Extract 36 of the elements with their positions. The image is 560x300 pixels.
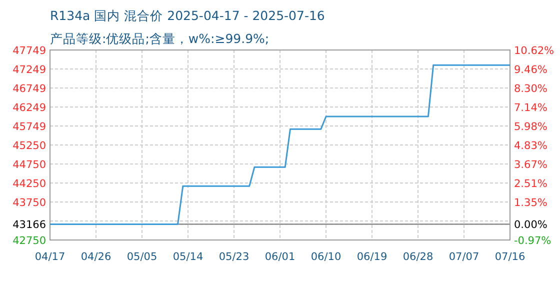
y2-tick-label: 0.00% [514, 219, 548, 232]
x-tick-label: 07/16 [494, 251, 526, 263]
x-tick-label: 05/23 [218, 251, 250, 263]
y2-tick-label: 10.62% [514, 45, 554, 57]
y-tick-label: 44250 [12, 178, 46, 190]
y-tick-label: 43750 [12, 196, 46, 209]
y-tick-label: 46749 [12, 83, 46, 96]
y-tick-label: 42750 [12, 235, 46, 247]
y2-tick-label: 7.14% [514, 102, 548, 114]
y2-tick-label: -0.97% [514, 235, 552, 247]
chart-title: R134a 国内 混合价 2025-04-17 - 2025-07-16 [50, 8, 325, 23]
y-tick-label: 44750 [12, 158, 46, 171]
y-tick-label: 47249 [12, 64, 46, 76]
y-tick-label: 46249 [12, 102, 46, 114]
x-tick-label: 05/14 [172, 251, 204, 263]
y-tick-label: 47749 [12, 45, 46, 57]
y2-tick-label: 5.98% [514, 121, 548, 134]
y-tick-label: 45749 [12, 121, 46, 134]
y-tick-label: 45250 [12, 140, 46, 152]
chart-subtitle: 产品等级:优级品;含量，w%:≥99.9%; [50, 31, 270, 46]
x-tick-label: 06/28 [402, 251, 434, 263]
y-tick-label: 43166 [12, 219, 46, 232]
x-tick-label: 06/01 [264, 251, 296, 263]
x-tick-label: 06/19 [356, 251, 388, 263]
y2-tick-label: 2.51% [514, 178, 548, 190]
y2-tick-label: 9.46% [514, 64, 548, 76]
x-tick-label: 05/05 [126, 251, 158, 263]
x-tick-label: 06/10 [310, 251, 342, 263]
x-tick-label: 04/17 [34, 251, 66, 263]
x-tick-label: 07/07 [448, 251, 480, 263]
x-tick-label: 04/26 [80, 251, 112, 263]
line-series [49, 64, 511, 225]
y2-tick-label: 3.67% [514, 158, 548, 171]
y2-tick-label: 8.30% [514, 83, 548, 96]
y2-tick-label: 1.35% [514, 196, 548, 209]
y2-tick-label: 4.83% [514, 140, 548, 152]
